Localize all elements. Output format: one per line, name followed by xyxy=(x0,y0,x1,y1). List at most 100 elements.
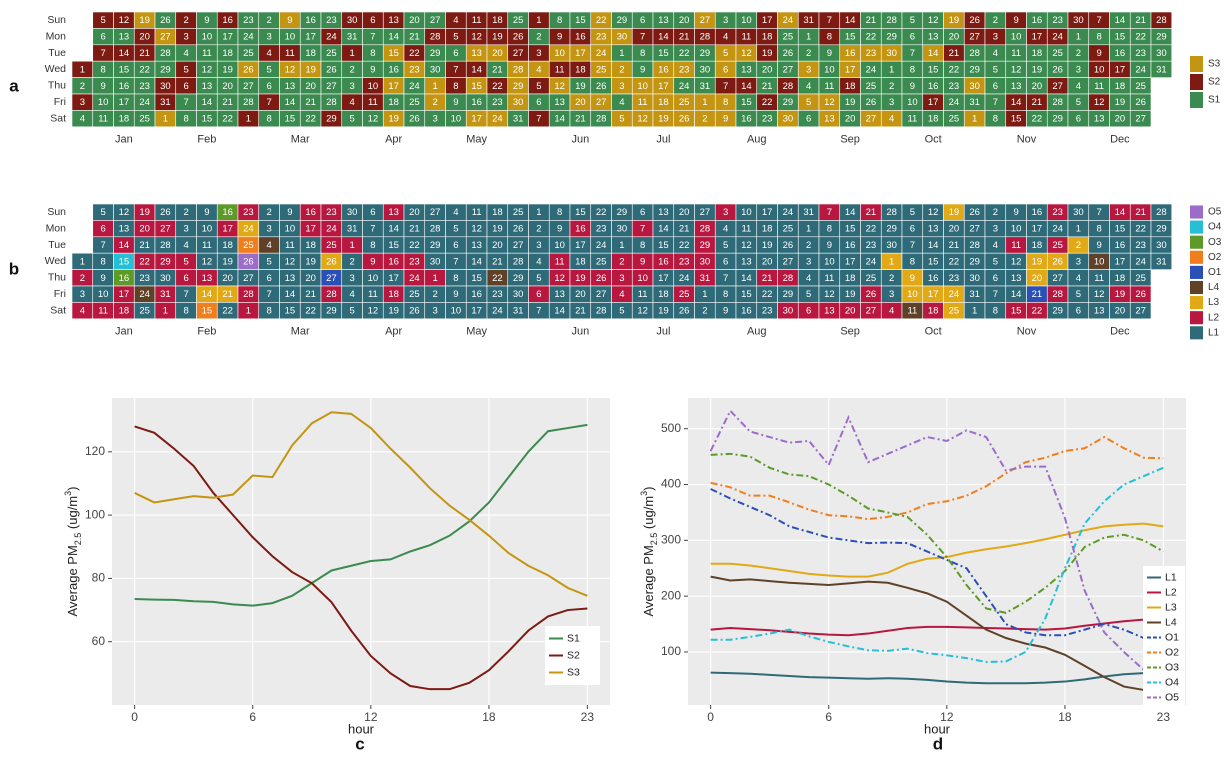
day-label: 28 xyxy=(596,306,607,317)
day-label: 30 xyxy=(783,114,794,125)
day-label: 24 xyxy=(679,273,690,284)
month-label: Feb xyxy=(197,326,216,338)
day-label: 20 xyxy=(762,256,773,267)
day-label: 21 xyxy=(949,240,960,251)
day-label: 25 xyxy=(243,240,254,251)
day-label: 29 xyxy=(886,224,897,235)
day-label: 3 xyxy=(349,273,354,284)
day-label: 1 xyxy=(972,114,977,125)
day-label: 5 xyxy=(993,256,998,267)
series-line xyxy=(134,425,588,691)
legend-swatch xyxy=(1190,235,1203,249)
day-label: 24 xyxy=(1135,256,1146,267)
day-label: 30 xyxy=(160,81,171,92)
day-label: 4 xyxy=(266,48,271,59)
month-label: Oct xyxy=(925,134,942,146)
month-label: Oct xyxy=(925,326,942,338)
day-label: 23 xyxy=(762,306,773,317)
day-label: 16 xyxy=(1032,207,1043,218)
day-label: 8 xyxy=(370,48,375,59)
day-label: 9 xyxy=(910,273,915,284)
day-label: 7 xyxy=(370,224,375,235)
day-label: 15 xyxy=(575,207,586,218)
day-label: 29 xyxy=(1052,114,1063,125)
day-label: 21 xyxy=(409,32,420,43)
day-label: 2 xyxy=(889,273,894,284)
day-label: 20 xyxy=(575,97,586,108)
day-label: 28 xyxy=(160,48,171,59)
day-label: 13 xyxy=(1094,306,1105,317)
y-axis-title-part: ) xyxy=(65,486,80,490)
day-label: 29 xyxy=(969,256,980,267)
day-label: 29 xyxy=(1156,32,1167,43)
day-label: 4 xyxy=(723,32,728,43)
day-label: 28 xyxy=(513,256,524,267)
day-label: 14 xyxy=(845,207,856,218)
day-label: 11 xyxy=(741,224,751,235)
day-label: 30 xyxy=(1073,15,1084,26)
day-label: 22 xyxy=(409,240,420,251)
legend-label: O5 xyxy=(1165,691,1179,703)
day-label: 5 xyxy=(723,48,728,59)
day-label: 21 xyxy=(575,114,586,125)
day-label: 7 xyxy=(723,81,728,92)
day-label: 23 xyxy=(409,256,420,267)
day-label: 28 xyxy=(160,240,171,251)
day-label: 25 xyxy=(409,289,420,300)
day-label: 20 xyxy=(1032,273,1043,284)
day-label: 4 xyxy=(806,81,811,92)
day-label: 10 xyxy=(637,81,648,92)
day-label: 26 xyxy=(783,240,794,251)
day-label: 15 xyxy=(741,289,752,300)
day-label: 3 xyxy=(806,64,811,75)
day-label: 2 xyxy=(993,15,998,26)
day-label: 10 xyxy=(98,97,109,108)
y-tick-label: 100 xyxy=(661,644,681,658)
day-label: 18 xyxy=(845,273,856,284)
panel-label: b xyxy=(9,259,19,278)
day-label: 20 xyxy=(949,224,960,235)
day-label: 9 xyxy=(453,97,458,108)
day-label: 28 xyxy=(243,97,254,108)
day-label: 25 xyxy=(1052,48,1063,59)
day-label: 8 xyxy=(557,15,562,26)
day-label: 31 xyxy=(1156,64,1167,75)
day-label: 26 xyxy=(513,224,524,235)
day-label: 28 xyxy=(1156,207,1167,218)
day-label: 18 xyxy=(658,97,669,108)
day-label: 17 xyxy=(575,240,586,251)
day-label: 1 xyxy=(702,289,707,300)
day-label: 5 xyxy=(100,15,105,26)
day-label: 26 xyxy=(866,289,877,300)
month-label: Dec xyxy=(1110,326,1130,338)
day-label: 3 xyxy=(536,48,541,59)
day-label: 19 xyxy=(139,15,150,26)
day-label: 12 xyxy=(741,48,752,59)
day-label: 27 xyxy=(969,224,980,235)
day-label: 9 xyxy=(204,15,209,26)
month-label: Nov xyxy=(1017,134,1037,146)
day-label: 11 xyxy=(368,97,378,108)
day-label: 11 xyxy=(1094,273,1104,284)
day-label: 7 xyxy=(1096,15,1101,26)
day-label: 5 xyxy=(619,306,624,317)
day-label: 19 xyxy=(575,81,586,92)
day-label: 14 xyxy=(1115,15,1126,26)
day-label: 7 xyxy=(266,97,271,108)
day-label: 29 xyxy=(700,48,711,59)
day-label: 8 xyxy=(183,114,188,125)
day-label: 9 xyxy=(827,48,832,59)
day-label: 18 xyxy=(388,97,399,108)
day-label: 13 xyxy=(1094,114,1105,125)
day-label: 9 xyxy=(910,81,915,92)
day-label: 16 xyxy=(305,207,316,218)
day-label: 25 xyxy=(1052,240,1063,251)
day-label: 16 xyxy=(119,81,130,92)
day-label: 22 xyxy=(222,306,233,317)
day-label: 17 xyxy=(1115,64,1126,75)
y-tick-label: 400 xyxy=(661,477,681,491)
day-label: 19 xyxy=(1032,64,1043,75)
legend-swatch xyxy=(1190,205,1203,219)
day-label: 3 xyxy=(619,81,624,92)
day-label: 18 xyxy=(388,289,399,300)
